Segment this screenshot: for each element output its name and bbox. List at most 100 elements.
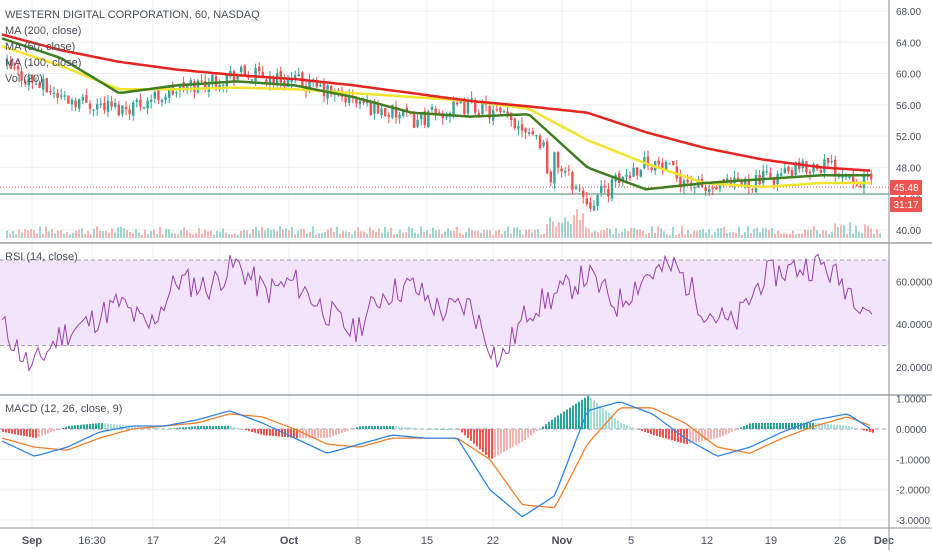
macd-histogram-bar	[773, 422, 775, 429]
macd-histogram-bar	[377, 425, 379, 429]
volume-bar	[396, 233, 398, 238]
volume-bar	[870, 228, 872, 238]
macd-histogram-bar	[653, 429, 655, 436]
macd-histogram-bar	[581, 399, 583, 429]
candle-body	[9, 60, 12, 69]
macd-histogram-bar	[665, 429, 667, 439]
volume-bar	[348, 232, 350, 238]
candle-body	[236, 73, 239, 80]
macd-histogram-bar	[290, 429, 292, 438]
volume-bar	[411, 227, 413, 238]
volume-bar	[468, 227, 470, 238]
volume-bar	[600, 230, 602, 238]
volume-bar	[225, 232, 227, 238]
macd-histogram-bar	[47, 429, 49, 434]
macd-histogram-bar	[272, 429, 274, 436]
candle-body	[308, 80, 311, 92]
volume-bar	[336, 226, 338, 238]
macd-histogram-bar	[515, 429, 517, 446]
volume-bar	[192, 234, 194, 238]
macd-histogram-bar	[497, 429, 499, 456]
volume-bar	[129, 232, 131, 238]
candle-body	[135, 99, 138, 102]
macd-histogram-bar	[56, 429, 58, 431]
candle-body	[463, 98, 466, 115]
volume-bar	[654, 232, 656, 238]
macd-histogram-bar	[623, 424, 625, 429]
candle-body	[524, 128, 527, 133]
volume-bar	[561, 222, 563, 238]
volume-bar	[378, 228, 380, 238]
volume-bar	[651, 226, 653, 238]
macd-histogram-bar	[371, 425, 373, 429]
macd-histogram-bar	[299, 429, 301, 439]
candle-body	[189, 80, 192, 86]
macd-histogram-bar	[113, 424, 115, 429]
candle-body	[391, 105, 394, 118]
candle-body	[571, 172, 574, 190]
volume-bar	[522, 234, 524, 238]
axes: Sep 16:30 17 24 Oct 8 15 22 Nov 5 12 19 26 Dec 68.00 64…	[22, 7, 932, 547]
candle-body	[751, 188, 754, 190]
macd-histogram-bar	[563, 411, 565, 429]
rsi-tick-label: 60.0000	[896, 277, 932, 288]
volume-bar	[27, 230, 29, 238]
volume-bar	[747, 226, 749, 238]
macd-histogram-bar	[407, 427, 409, 429]
volume-bar	[267, 227, 269, 238]
volume-bar	[354, 230, 356, 238]
volume-bar	[243, 230, 245, 238]
candle-body	[330, 86, 333, 95]
x-tick-label: 8	[355, 535, 361, 547]
volume-bar	[543, 233, 545, 238]
macd-histogram-bar	[560, 413, 562, 429]
macd-histogram-bar	[869, 429, 871, 432]
ma100-line	[1, 37, 870, 191]
volume-bar	[369, 227, 371, 238]
macd-histogram-bar	[572, 405, 574, 429]
volume-bar	[63, 233, 65, 238]
volume-bar	[699, 229, 701, 238]
macd-histogram-bar	[71, 425, 73, 429]
volume-bar	[666, 234, 668, 238]
volume-bar	[123, 228, 125, 238]
volume-bar	[327, 229, 329, 238]
macd-histogram-bar	[74, 425, 76, 429]
candle-body	[744, 178, 747, 185]
volume-bar	[441, 234, 443, 238]
candle-body	[204, 81, 207, 90]
macd-histogram-bar	[386, 425, 388, 429]
macd-histogram-bar	[776, 422, 778, 429]
macd-tick-label: 0.0000	[896, 425, 927, 436]
volume-bar	[438, 229, 440, 238]
volume-bar	[306, 233, 308, 238]
volume-bar	[828, 233, 830, 238]
volume-bar	[69, 234, 71, 238]
macd-histogram-bar	[200, 425, 202, 429]
x-tick-label: 24	[214, 535, 226, 547]
macd-histogram-bar	[116, 424, 118, 429]
macd-histogram-bar	[242, 429, 244, 430]
volume-bar	[429, 233, 431, 238]
macd-histogram-bar	[17, 429, 19, 435]
volume-bar	[273, 229, 275, 238]
ma200-legend: MA (200, close)	[5, 25, 81, 37]
macd-histogram-bar	[335, 429, 337, 436]
macd-histogram-bar	[65, 426, 67, 429]
volume-bar	[198, 227, 200, 238]
volume-bar	[825, 230, 827, 238]
macd-histogram-bar	[506, 429, 508, 451]
volume-bar	[465, 231, 467, 238]
macd-histogram-bar	[206, 425, 208, 429]
candle-body	[355, 97, 358, 104]
volume-bar	[657, 226, 659, 238]
candle-body	[150, 99, 153, 102]
candle-body	[632, 167, 635, 177]
candle-body	[88, 103, 92, 109]
candle-body	[294, 75, 297, 79]
macd-histogram-bar	[344, 429, 346, 432]
volume-bar	[282, 229, 284, 238]
macd-histogram-bar	[758, 422, 760, 429]
volume-bar	[684, 234, 686, 238]
